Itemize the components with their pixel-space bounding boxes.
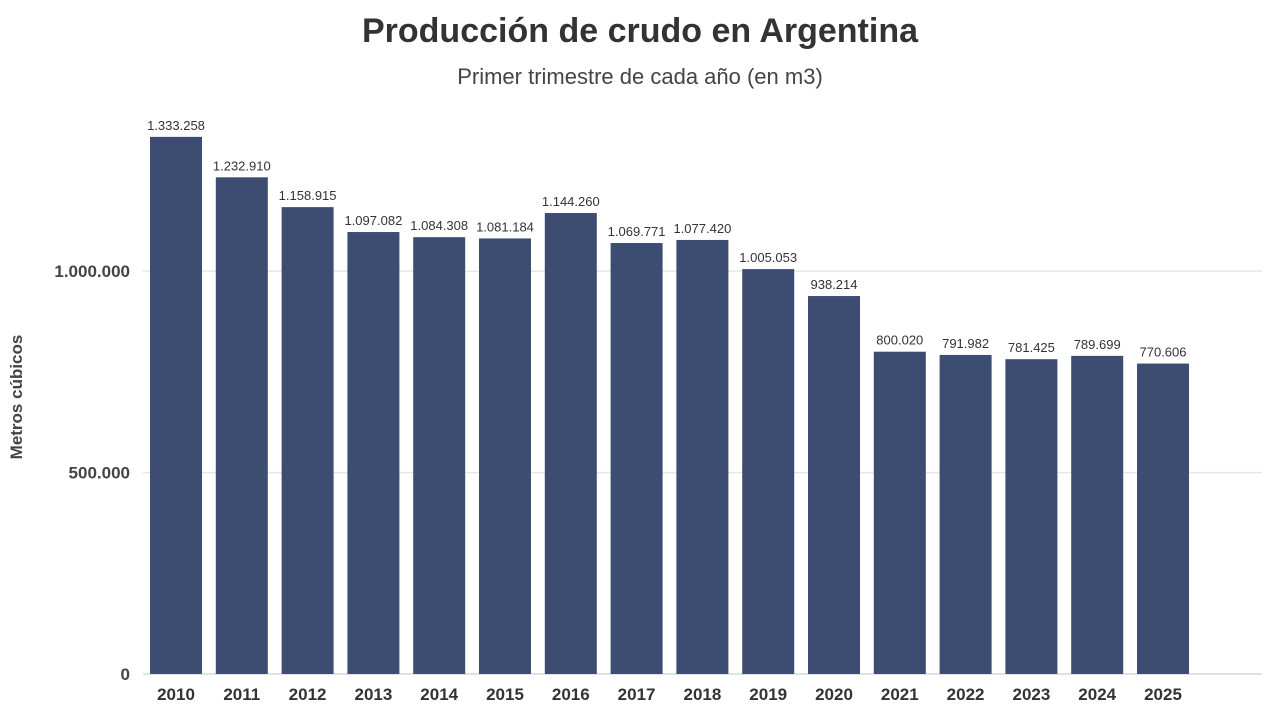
x-tick-label: 2019 <box>749 685 787 704</box>
bar <box>1137 363 1189 674</box>
data-label: 1.097.082 <box>344 213 402 228</box>
y-tick-label: 0 <box>121 665 130 684</box>
x-tick-label: 2025 <box>1144 685 1182 704</box>
data-label: 789.699 <box>1074 337 1121 352</box>
bar <box>150 136 202 674</box>
bar <box>347 232 400 674</box>
x-tick-label: 2013 <box>354 685 392 704</box>
x-tick-label: 2018 <box>683 685 721 704</box>
data-label: 1.232.910 <box>213 158 271 173</box>
y-tick-label: 1.000.000 <box>54 262 130 281</box>
bar <box>939 354 992 674</box>
bar <box>808 296 860 674</box>
bar <box>215 177 268 674</box>
data-label: 1.158.915 <box>279 188 337 203</box>
chart-title: Producción de crudo en Argentina <box>361 12 919 50</box>
data-label: 770.606 <box>1140 345 1187 360</box>
data-label: 791.982 <box>942 336 989 351</box>
data-label: 1.084.308 <box>410 218 468 233</box>
bar <box>1071 355 1124 674</box>
data-label: 1.077.420 <box>673 221 731 236</box>
x-tick-label: 2011 <box>223 685 260 704</box>
data-label: 781.425 <box>1008 340 1055 355</box>
x-tick-label: 2021 <box>881 685 919 704</box>
chart-subtitle: Primer trimestre de cada año (en m3) <box>457 64 823 89</box>
bar <box>742 269 795 674</box>
x-tick-label: 2012 <box>289 685 327 704</box>
x-tick-label: 2022 <box>947 685 985 704</box>
x-tick-label: 2023 <box>1012 685 1050 704</box>
bar <box>676 239 729 674</box>
x-tick-label: 2024 <box>1078 685 1116 704</box>
y-tick-label: 500.000 <box>69 464 130 483</box>
data-labels: 1.333.258 1.232.910 1.158.915 1.097.082 1.08… <box>147 118 1186 360</box>
data-label: 1.333.258 <box>147 118 205 133</box>
x-axis-ticks: 2010 2011 2012 2013 2014 2015 2016 2017 2018 2019… <box>157 685 1182 704</box>
x-tick-label: 2017 <box>618 685 656 704</box>
bar <box>544 213 597 675</box>
bar <box>610 243 663 675</box>
x-tick-label: 2016 <box>552 685 590 704</box>
bar <box>281 207 334 675</box>
x-tick-label: 2010 <box>157 685 195 704</box>
y-axis-ticks: 0 500.000 1.000.000 <box>54 262 130 684</box>
bars <box>150 136 1189 675</box>
bar <box>413 237 466 674</box>
x-tick-label: 2015 <box>486 685 524 704</box>
data-label: 1.081.184 <box>476 219 534 234</box>
y-axis-label: Metros cúbicos <box>7 335 26 460</box>
x-tick-label: 2020 <box>815 685 853 704</box>
data-label: 1.005.053 <box>739 250 797 265</box>
bar <box>873 351 926 674</box>
data-label: 800.020 <box>876 333 923 348</box>
data-label: 1.069.771 <box>608 224 666 239</box>
data-label: 1.144.260 <box>542 194 600 209</box>
data-label: 938.214 <box>811 277 858 292</box>
bar <box>479 238 531 674</box>
x-tick-label: 2014 <box>420 685 458 704</box>
bar <box>1005 359 1058 674</box>
